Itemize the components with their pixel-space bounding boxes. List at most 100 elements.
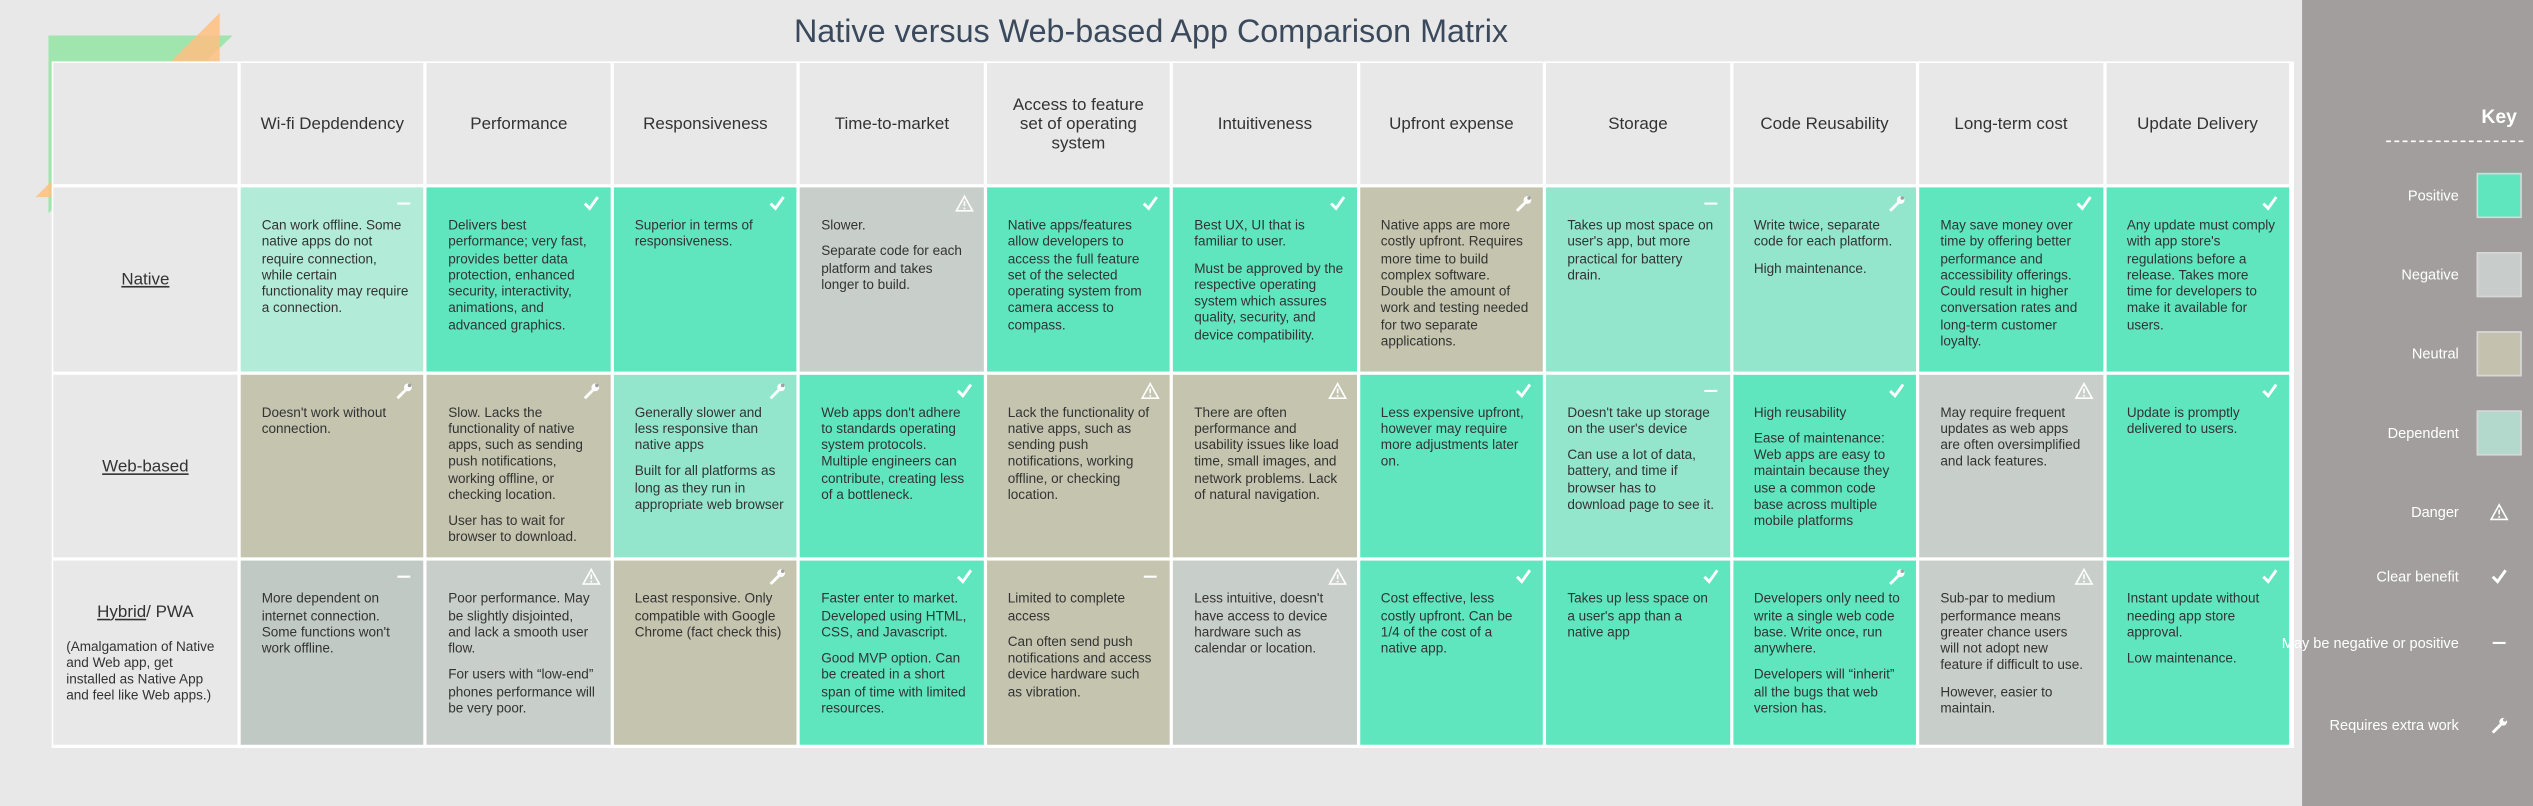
icon: [2262, 196, 2278, 211]
column-header: Code Reusability: [1732, 63, 1917, 185]
icon: [770, 569, 786, 586]
cell-text: For users with “low-end” phones performa…: [448, 666, 595, 716]
cell-text: Sub-par to medium performance means grea…: [1940, 590, 2084, 673]
key-label: Dependent: [2387, 424, 2459, 442]
column-header: Update Delivery: [2105, 63, 2290, 185]
cell-text: Must be approved by the respective opera…: [1194, 259, 1344, 342]
cell-text: High reusability: [1753, 403, 1847, 420]
cell-text: However, easier to maintain.: [1940, 682, 2053, 716]
row-label-line: Hybrid/ PWA: [97, 602, 193, 621]
cell-text: Developers will “inherit” all the bugs t…: [1753, 666, 1895, 716]
key-label: Clear benefit: [2376, 568, 2459, 585]
icon: [956, 383, 972, 398]
cell-text: May save money over time by offering bet…: [1940, 216, 2078, 349]
icon: [583, 196, 599, 211]
column-header: Access to feature set of operating syste…: [986, 63, 1171, 185]
icon: [581, 568, 601, 586]
icon: [2262, 383, 2278, 398]
cell: Poor performance. May be slightly disjoi…: [427, 561, 611, 745]
cell: Web apps don't adhere to standards opera…: [800, 374, 984, 558]
icon: [1889, 196, 1905, 212]
icon: [1327, 568, 1347, 586]
icon: [2073, 568, 2093, 586]
cell-text: Can often send push notifications and ac…: [1007, 633, 1152, 699]
cell: Takes up less space on a user's app than…: [1546, 561, 1730, 745]
row-header: Native: [53, 187, 238, 372]
icon: [2073, 381, 2093, 399]
row-label: Native: [121, 269, 170, 289]
key-label: Neutral: [2411, 345, 2459, 362]
cell-text: Poor performance. May be slightly disjoi…: [448, 590, 590, 657]
row-label: Hybrid: [97, 602, 147, 622]
title: Native versus Web-based App Comparison M…: [793, 14, 1509, 51]
cell-text: Instant update without needing app store…: [2126, 590, 2260, 640]
icon: [2489, 503, 2509, 521]
cell: Developers only need to write a single w…: [1732, 561, 1917, 745]
cell-text: Built for all platforms as long as they …: [634, 462, 784, 513]
cell: Doesn't take up storage on the user's de…: [1546, 374, 1730, 558]
cell: Doesn't work without connection.: [240, 374, 424, 558]
icon: [1143, 196, 1159, 211]
cell-text: May require frequent updates as web apps…: [1940, 403, 2081, 470]
icon: [1329, 196, 1345, 211]
column-header: Performance: [427, 63, 611, 185]
cell: May save money over time by offering bet…: [1919, 187, 2103, 372]
icon: [1889, 569, 1905, 586]
icon: [1703, 389, 1717, 392]
icon: [2491, 569, 2507, 584]
cell-text: Doesn't take up storage on the user's de…: [1567, 403, 1710, 437]
cell-text: Native apps are more costly upfront. Req…: [1380, 216, 1529, 349]
cell: May require frequent updates as web apps…: [1919, 374, 2103, 558]
cell: Least responsive. Only compatible with G…: [613, 561, 798, 745]
cell-text: Less expensive upfront, however may requ…: [1380, 403, 1524, 470]
row-label-line: Native: [121, 270, 169, 289]
icon: [1327, 381, 1347, 399]
cell: Slow. Lacks the functionality of native …: [427, 374, 611, 558]
cell-text: Update is promptly delivered to users.: [2126, 403, 2240, 437]
cell: Limited to complete access Can often send…: [986, 561, 1171, 745]
icon: [1144, 576, 1158, 579]
cell-text: Faster enter to market. Developed using …: [821, 590, 967, 640]
cell: Generally slower and less responsive tha…: [613, 374, 798, 558]
key-label: Requires extra work: [2329, 717, 2459, 734]
cell: Slower. Separate code for each platform a…: [800, 187, 984, 372]
key-swatch: [2476, 172, 2522, 219]
cell: Native apps/features allow developers to…: [986, 187, 1171, 372]
icon: [1516, 570, 1532, 585]
divider: [2386, 140, 2524, 143]
cell: Cost effective, less costly upfront. Can…: [1359, 561, 1544, 745]
cell: Can work offline. Some native apps do no…: [240, 187, 424, 372]
cell-text: Separate code for each platform and take…: [821, 242, 962, 293]
icon: [2075, 196, 2091, 211]
key-label: May be negative or positive: [2281, 634, 2459, 652]
cell-text: Can work offline. Some native apps do no…: [261, 216, 409, 316]
cell-text: Takes up most space on user's app, but m…: [1567, 216, 1714, 283]
cell: High reusability Ease of maintenance: Web…: [1732, 374, 1917, 558]
cell-text: Limited to complete access: [1007, 590, 1126, 624]
row-label-line: Web-based: [102, 456, 188, 475]
key-panel: [2302, 0, 2533, 806]
column-header: Storage: [1546, 63, 1730, 185]
cell-text: Takes up less space on a user's app than…: [1567, 590, 1708, 640]
cell-text: Cost effective, less costly upfront. Can…: [1380, 590, 1513, 657]
cell: Takes up most space on user's app, but m…: [1546, 187, 1730, 372]
icon: [2262, 570, 2278, 585]
icon: [398, 202, 412, 205]
cell: Lack the functionality of native apps, s…: [986, 374, 1171, 558]
icon: [954, 194, 974, 212]
key-title: Key: [2481, 105, 2517, 128]
cell-text: Doesn't work without connection.: [261, 403, 387, 437]
column-header: Upfront expense: [1359, 63, 1544, 185]
column-header: Responsiveness: [613, 63, 798, 185]
cell-text: Generally slower and less responsive tha…: [634, 403, 762, 453]
cell: Instant update without needing app store…: [2105, 561, 2290, 745]
cell-text: Any update must comply with app store's …: [2126, 216, 2276, 332]
cell: Less intuitive, doesn't have access to d…: [1173, 561, 1357, 745]
cell-text: There are often performance and usabilit…: [1194, 403, 1339, 503]
icon: [1889, 383, 1905, 398]
key-label: Positive: [2407, 187, 2459, 204]
key-label: Negative: [2401, 266, 2459, 283]
cell: Sub-par to medium performance means grea…: [1919, 561, 2103, 745]
icon: [1516, 196, 1532, 212]
icon: [397, 383, 413, 399]
